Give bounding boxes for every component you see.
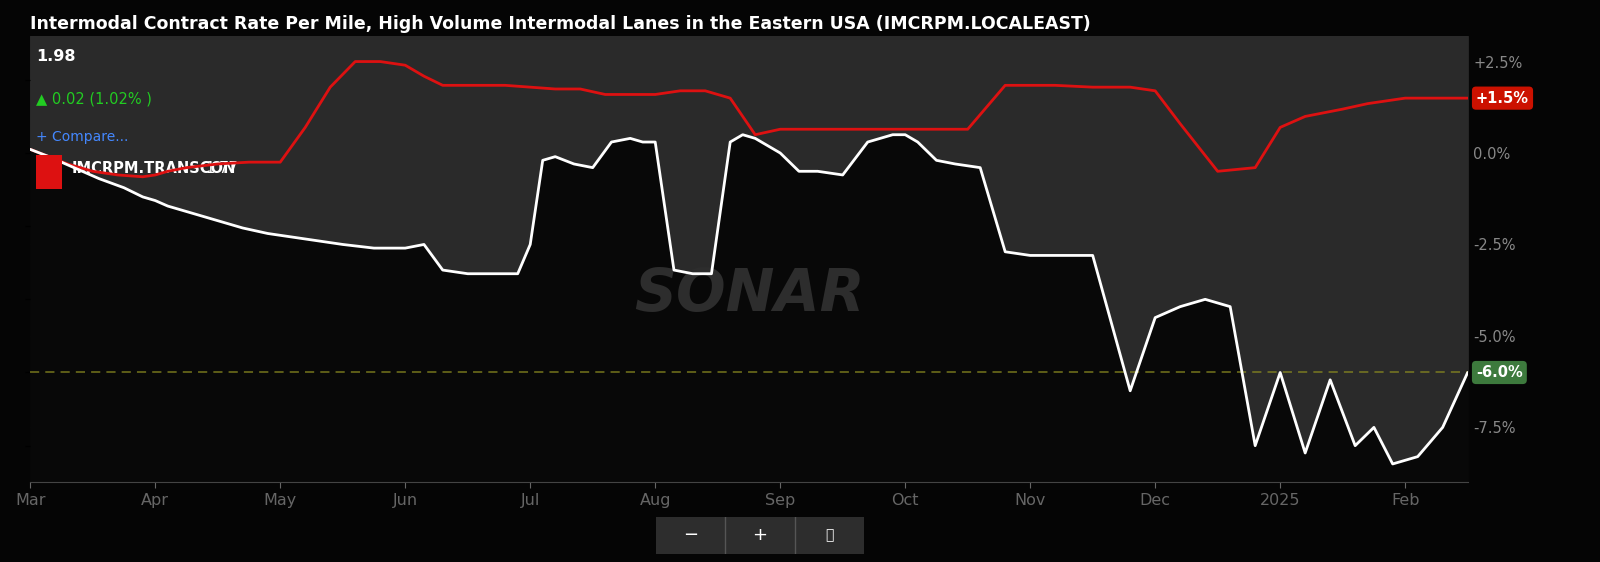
- Text: 1.77: 1.77: [206, 161, 238, 176]
- Text: IMCRPM.TRANSCON: IMCRPM.TRANSCON: [72, 161, 237, 176]
- Text: SONAR: SONAR: [634, 266, 864, 323]
- Text: + Compare...: + Compare...: [35, 130, 128, 144]
- Text: -6.0%: -6.0%: [1475, 365, 1523, 380]
- Text: Intermodal Contract Rate Per Mile, High Volume Intermodal Lanes in the Eastern U: Intermodal Contract Rate Per Mile, High …: [30, 15, 1091, 33]
- Text: ▲ 0.02 (1.02% ): ▲ 0.02 (1.02% ): [35, 92, 152, 107]
- Text: +: +: [752, 526, 768, 545]
- Text: ⛶: ⛶: [826, 528, 834, 542]
- FancyBboxPatch shape: [35, 155, 62, 189]
- Text: +1.5%: +1.5%: [1475, 90, 1530, 106]
- Text: −: −: [683, 526, 698, 545]
- Text: 1.98: 1.98: [35, 49, 75, 64]
